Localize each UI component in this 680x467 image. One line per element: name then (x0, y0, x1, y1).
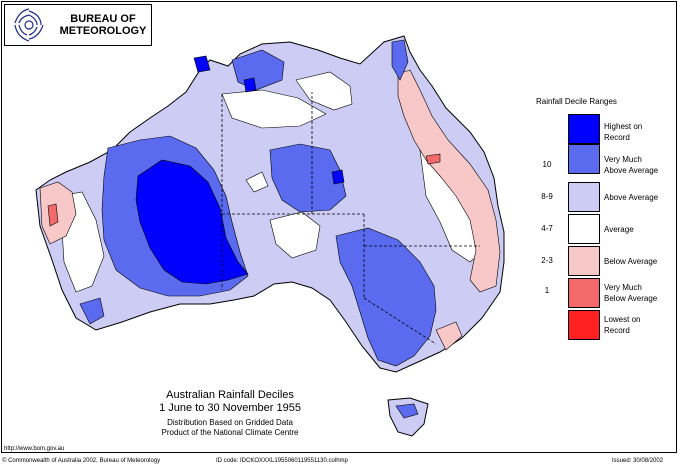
legend-title: Rainfall Decile Ranges (536, 97, 617, 106)
legend-swatch-average (568, 214, 600, 244)
legend-decile-below: 2-3 (541, 256, 553, 265)
caption-subtitle-line1: Distribution Based on Gridded Data (167, 418, 293, 427)
region-very-much-above-tas (395, 403, 419, 419)
legend-swatch-lowest (568, 310, 600, 340)
region-very-much-below-west (47, 203, 59, 227)
region-below-east (397, 69, 501, 293)
region-below-se (435, 321, 463, 351)
legend-swatch-very-much-above (568, 144, 600, 174)
region-average-blob1 (245, 171, 269, 193)
legend-label-highest: Highest on Record (604, 122, 643, 142)
legend-swatch-below (568, 246, 600, 276)
region-below-west (39, 181, 77, 245)
footer-url[interactable]: http://www.bom.gov.au (4, 446, 65, 452)
map-caption: Australian Rainfall Deciles 1 June to 30… (110, 389, 350, 438)
caption-title-line2: 1 June to 30 November 1955 (159, 402, 301, 414)
region-very-much-above-coast (79, 297, 105, 325)
logo-line2: METEOROLOGY (59, 25, 147, 37)
bom-logo: BUREAU OF METEOROLOGY (4, 4, 152, 46)
legend-label-below: Below Average (604, 257, 658, 266)
legend-decile-very-much-below: 1 (544, 286, 550, 295)
legend-label-above: Above Average (604, 193, 659, 202)
footer-copyright: © Commonwealth of Australia 2002, Bureau… (2, 458, 161, 464)
map-frame (1, 1, 677, 453)
legend-label-very-much-above: Very Much Above Average (604, 155, 659, 175)
state-borders (221, 92, 480, 345)
region-highest-blob (243, 77, 257, 93)
region-very-much-above-se (335, 227, 437, 367)
caption-title-line1: Australian Rainfall Deciles (166, 389, 294, 401)
region-very-much-above-central (269, 143, 347, 213)
caption-subtitle-line2: Product of the National Climate Centre (161, 428, 299, 437)
region-average-north (221, 89, 327, 129)
legend-swatch-very-much-below (568, 278, 600, 308)
footer-issued: Issued: 30/08/2002 (612, 458, 664, 464)
region-highest-wa (135, 159, 249, 285)
logo-line1: BUREAU OF (70, 13, 136, 25)
region-highest-qld (331, 169, 345, 185)
legend-decile-average: 4-7 (541, 224, 553, 233)
region-highest-north (193, 55, 211, 73)
legend-decile-very-much-above: 10 (542, 160, 552, 169)
legend-swatch-highest (568, 114, 600, 144)
legend-swatch-above (568, 182, 600, 212)
legend-label-lowest: Lowest on Record (604, 315, 641, 335)
legend-decile-above: 8-9 (541, 192, 553, 201)
region-very-much-above-cape (391, 39, 409, 81)
legend-label-very-much-below: Very Much Below Average (604, 283, 658, 303)
region-very-much-below-east (425, 153, 441, 165)
footer-id-code: ID code: IDCKOXXXL1955060119551130.colhm… (216, 458, 348, 464)
logo-text: BUREAU OF METEOROLOGY (55, 13, 151, 37)
legend-label-average: Average (604, 225, 634, 234)
region-average-qld (295, 71, 353, 111)
swirl-logo-icon (14, 8, 44, 42)
